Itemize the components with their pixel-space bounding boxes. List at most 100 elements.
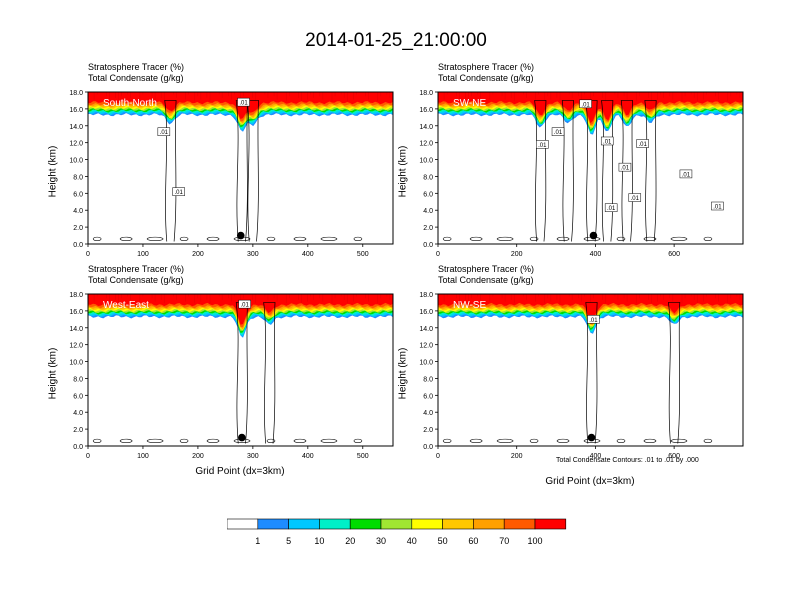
condensate-contour: [353, 236, 363, 242]
contour-label: .01: [603, 139, 612, 145]
y-tick-label: 18.0: [69, 292, 83, 299]
condensate-contour: [179, 438, 189, 444]
plot-frame: [437, 293, 744, 447]
condensate-contour: [92, 438, 102, 444]
colorbar-label: 1: [255, 536, 260, 546]
contour-label-box: [587, 315, 600, 324]
y-tick-label: 12.0: [69, 141, 83, 148]
contour-label-box: [551, 127, 565, 136]
y-tick-label: 14.0: [69, 326, 83, 333]
condensate-contour: [469, 236, 483, 242]
contour-label: .01: [538, 143, 547, 149]
condensate-contour: [92, 236, 102, 242]
panel-south-north: Stratosphere Tracer (%) Total Condensate…: [47, 62, 397, 267]
y-tick-label: 12.0: [69, 343, 83, 350]
y-tick-label: 12.0: [419, 141, 433, 148]
contour-label-box: [604, 203, 618, 212]
colorbar-label: 70: [499, 536, 509, 546]
contour-label: .01: [638, 142, 647, 148]
y-tick-label: 14.0: [419, 124, 433, 131]
colorbar-label: 5: [286, 536, 291, 546]
y-tick-label: 2.0: [423, 427, 433, 434]
plot-area: .01: [88, 294, 393, 444]
plot-area: .01 .01 .01 .01 .01 .01 .01 .01 .01 .01: [438, 92, 743, 242]
contour-label: .01: [713, 205, 722, 211]
condensate-contour: [585, 302, 598, 444]
colorbar-swatch: [380, 518, 413, 530]
y-tick-label: 4.0: [423, 208, 433, 215]
x-tick-label: 300: [247, 251, 259, 258]
condensate-contour: [293, 438, 307, 444]
contour-label: .01: [175, 190, 184, 196]
contour-label-box: [237, 97, 250, 107]
panel-title-condensate: Total Condensate (g/kg): [438, 73, 534, 83]
y-tick-label: 18.0: [419, 90, 433, 97]
y-tick-label: 0.0: [73, 242, 83, 249]
x-tick-label: 200: [192, 251, 204, 258]
condensate-contour: [703, 236, 713, 242]
colorbar-swatch: [473, 518, 505, 530]
y-tick-label: 0.0: [73, 444, 83, 451]
condensate-contour: [293, 236, 307, 242]
y-tick-label: 12.0: [419, 343, 433, 350]
contour-label: .01: [589, 318, 598, 324]
x-tick-label: 600: [668, 453, 680, 460]
condensate-contour: [556, 236, 570, 242]
colorbar-swatch: [319, 518, 351, 530]
chart-svg: .01 West-East 0.0 2.0 4.0 6.0 8.0 10.0 12.0 14.0 1…: [69, 292, 394, 460]
contour-label: .01: [581, 102, 590, 108]
condensate-contour: [496, 236, 514, 242]
panel-title-condensate: Total Condensate (g/kg): [438, 275, 534, 285]
y-tick-label: 16.0: [69, 107, 83, 114]
colorbar-swatch: [227, 518, 259, 530]
y-tick-label: 8.0: [423, 174, 433, 181]
x-tick-label: 0: [86, 251, 90, 258]
y-tick-label: 4.0: [73, 410, 83, 417]
condensate-contour: [320, 236, 338, 242]
y-tick-label: 4.0: [423, 410, 433, 417]
condensate-contour: [442, 438, 452, 444]
panel-label: SW-NE: [453, 98, 486, 109]
x-tick-label: 400: [590, 453, 602, 460]
x-tick-label: 200: [192, 453, 204, 460]
colorbar-swatch: [411, 518, 443, 530]
contour-label-box: [579, 99, 592, 109]
x-tick-label: 500: [357, 453, 369, 460]
contour-label-box: [636, 139, 649, 148]
x-tick-label: 0: [86, 453, 90, 460]
panel-nw-se: Stratosphere Tracer (%) Total Condensate…: [397, 264, 747, 469]
condensate-contour: [206, 236, 220, 242]
x-axis-label-right: Grid Point (dx=3km): [545, 476, 635, 487]
panel-label: West-East: [103, 300, 149, 311]
contour-label: .01: [621, 166, 630, 172]
condensate-contour: [119, 438, 133, 444]
condensate-contour: [556, 438, 570, 444]
condensate-contour: [266, 438, 276, 444]
contour-label: .01: [631, 196, 640, 202]
contour-label: .01: [240, 303, 249, 309]
y-tick-label: 2.0: [423, 225, 433, 232]
plot-area: .01 .01 .01: [88, 92, 393, 242]
location-marker: [236, 231, 245, 240]
colorbar-swatch: [442, 518, 474, 530]
condensate-contour: [703, 438, 713, 444]
condensate-contour: [119, 236, 133, 242]
y-tick-label: 16.0: [419, 107, 433, 114]
condensate-contour: [179, 236, 189, 242]
condensate-contour: [146, 236, 164, 242]
y-tick-label: 8.0: [73, 174, 83, 181]
y-tick-label: 8.0: [423, 376, 433, 383]
condensate-contour: [246, 100, 259, 242]
contour-label-box: [238, 299, 251, 309]
colorbar-swatch: [503, 518, 536, 530]
condensate-contour: [643, 236, 657, 242]
y-tick-label: 10.0: [419, 158, 433, 165]
contour-label-box: [172, 187, 185, 196]
contour-label-box: [711, 201, 724, 211]
condensate-contour: [561, 100, 574, 242]
x-tick-label: 400: [590, 251, 602, 258]
contour-label: .01: [682, 172, 691, 178]
x-tick-label: 300: [247, 453, 259, 460]
y-tick-label: 2.0: [73, 225, 83, 232]
y-tick-label: 10.0: [419, 360, 433, 367]
